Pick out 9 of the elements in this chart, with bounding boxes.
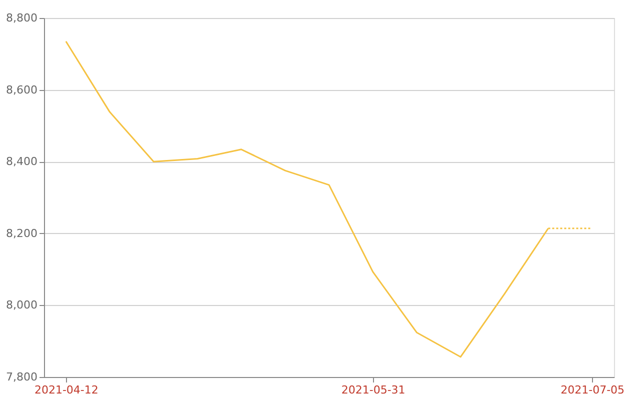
y-tick-label: 8,800 (6, 12, 38, 24)
x-tick-label: 2021-07-05 (560, 384, 625, 396)
x-tick-label: 2021-04-12 (34, 384, 98, 396)
y-tick-label: 8,600 (6, 83, 38, 96)
y-tick-label: 8,400 (6, 155, 38, 168)
y-tick-label: 8,200 (6, 226, 38, 240)
x-tick-label: 2021-05-31 (341, 384, 406, 396)
y-tick-label: 8,000 (6, 298, 38, 312)
y-tick-label: 7,800 (6, 370, 38, 384)
